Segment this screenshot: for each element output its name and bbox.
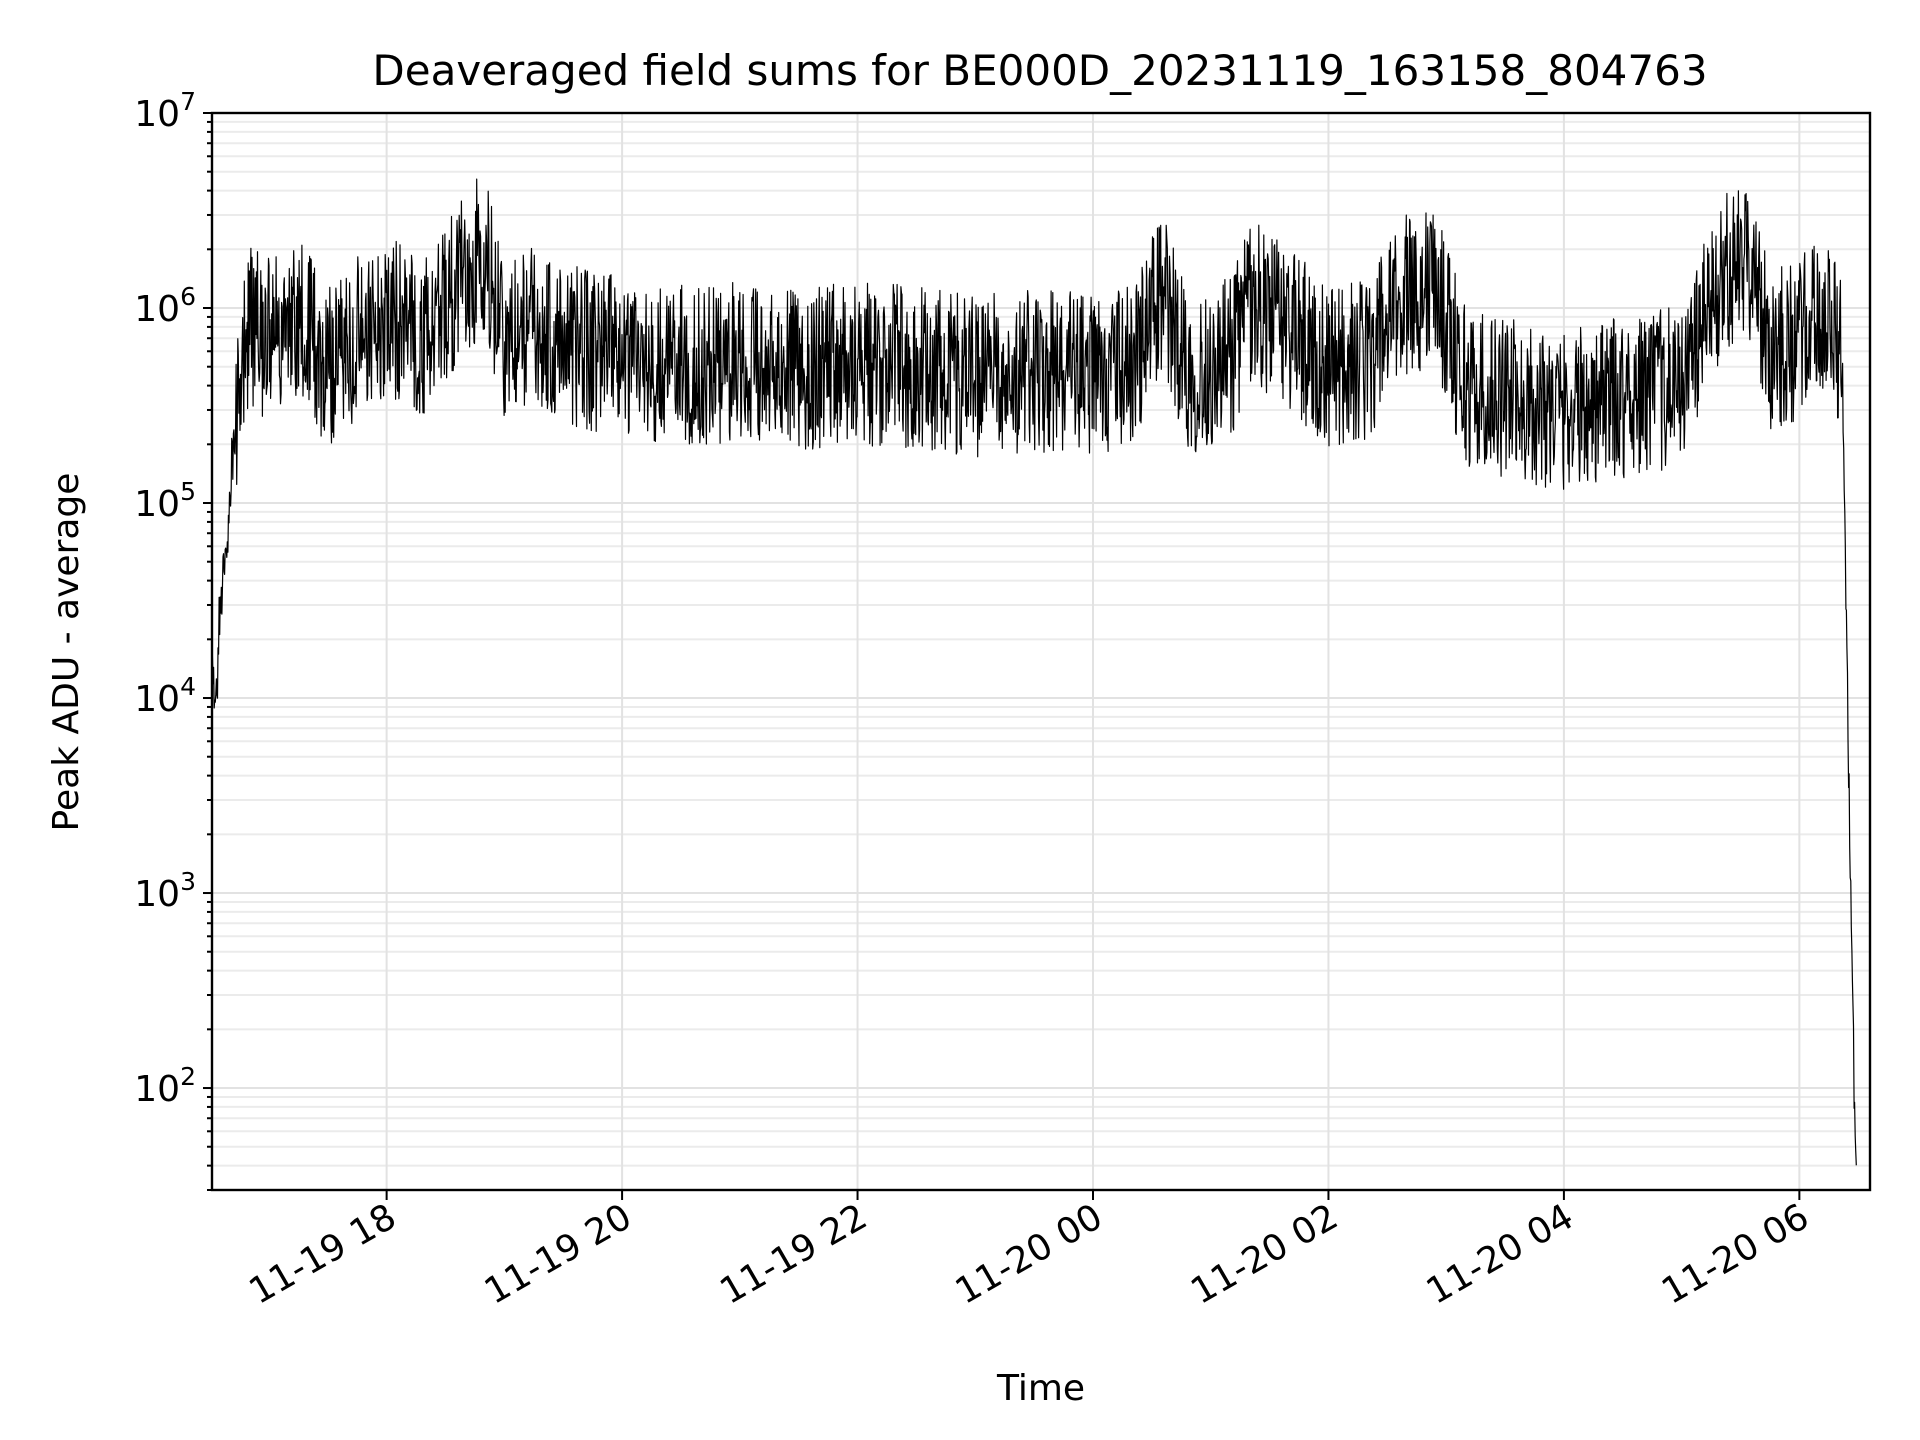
y-tick-label: 107 [134, 87, 196, 135]
y-tick-label-exponent: 5 [180, 477, 196, 506]
y-tick-label-exponent: 4 [180, 672, 196, 701]
y-tick-label-exponent: 6 [180, 282, 196, 311]
y-tick-label-base: 10 [134, 874, 180, 915]
y-tick-label-base: 10 [134, 484, 180, 525]
x-axis-label: Time [996, 1368, 1085, 1409]
y-tick-label-exponent: 3 [180, 867, 196, 896]
series-line [211, 178, 1857, 1166]
y-tick-label: 106 [134, 282, 196, 330]
y-tick-label-base: 10 [134, 679, 180, 720]
chart-title: Deaveraged field sums for BE000D_2023111… [372, 46, 1707, 95]
y-tick-label-exponent: 7 [180, 87, 196, 116]
plot-area-frame [210, 111, 1872, 1192]
y-tick-label-base: 10 [134, 1069, 180, 1110]
grid-lines [212, 112, 1870, 1191]
y-axis-label: Peak ADU - average [46, 473, 87, 832]
y-tick-label-exponent: 2 [180, 1062, 196, 1091]
series-layer [211, 178, 1857, 1166]
y-tick-label-base: 10 [134, 289, 180, 330]
y-tick-label: 104 [134, 672, 196, 720]
y-tick-label: 103 [134, 867, 196, 915]
y-tick-label-base: 10 [134, 94, 180, 135]
y-tick-label: 102 [134, 1062, 196, 1110]
y-tick-label: 105 [134, 477, 196, 525]
